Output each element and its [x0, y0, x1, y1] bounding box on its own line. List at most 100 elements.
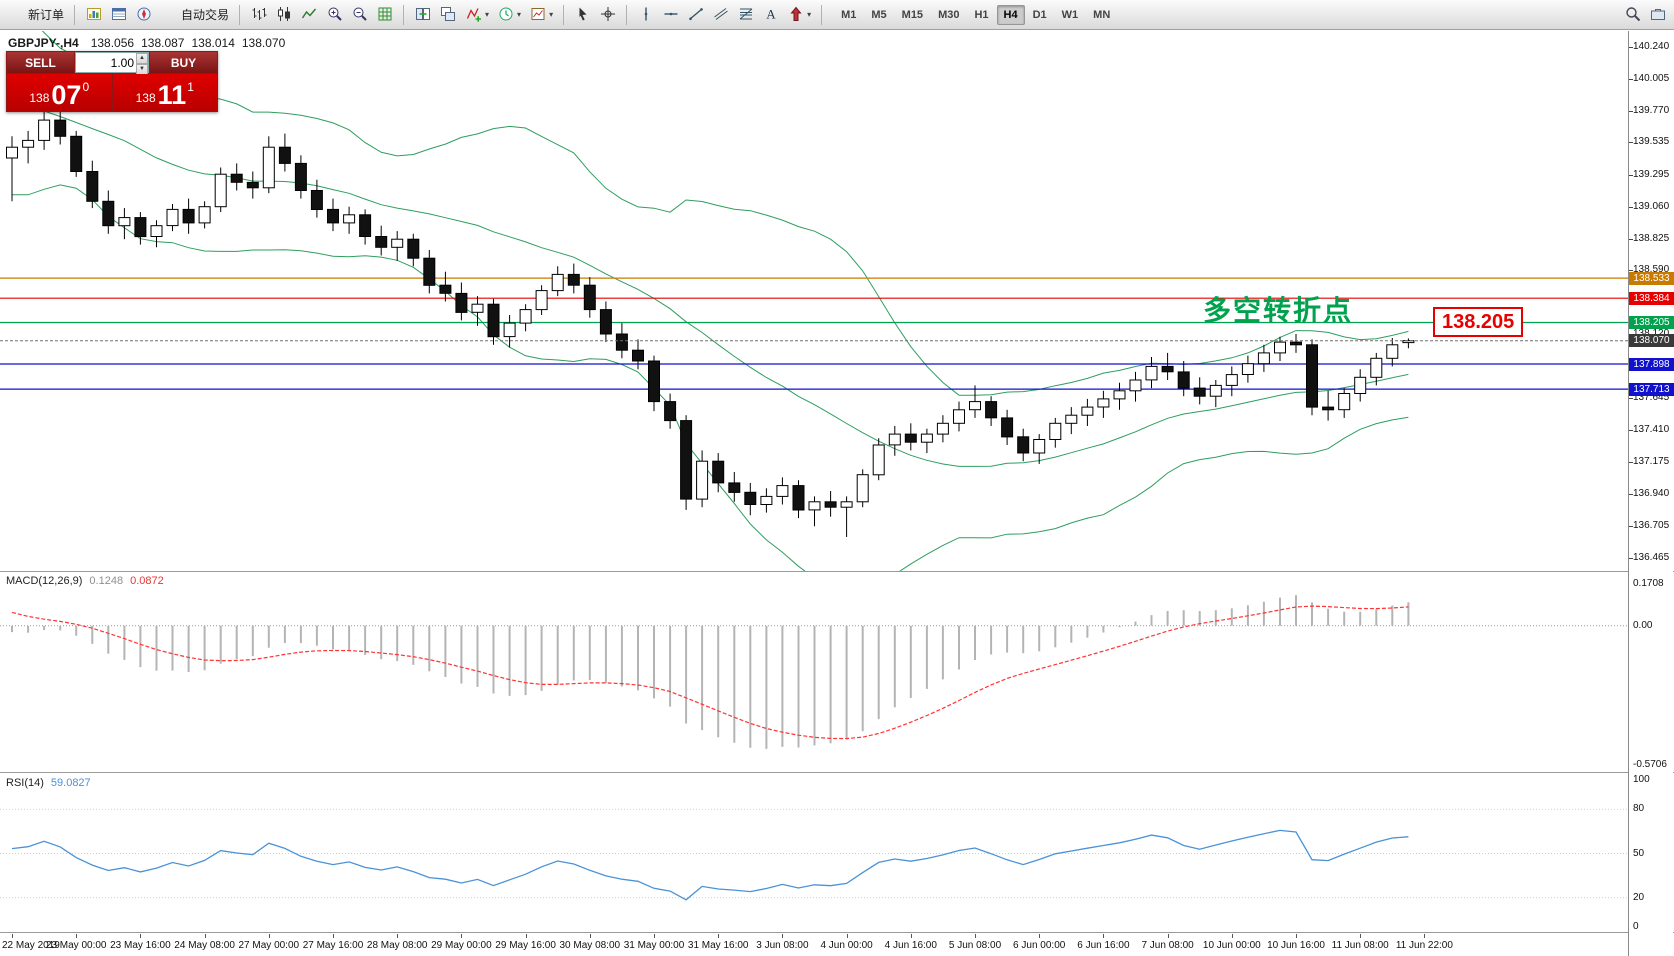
bollinger-bands	[11, 31, 1409, 571]
axis-tick-mark	[1629, 525, 1633, 527]
time-tick-mark	[1360, 934, 1362, 938]
pivot-annotation-text[interactable]: 多空转折点	[1203, 295, 1354, 326]
pivot-price-tag[interactable]: 138.205	[1433, 307, 1524, 337]
sell-price-display[interactable]: 138 07 0	[7, 74, 112, 111]
cascade-windows-button[interactable]	[435, 2, 460, 26]
horizontal-lines	[0, 277, 1628, 390]
indicators-button[interactable]: ▾	[461, 2, 493, 26]
chart-window: 22 May 2019 23 May 00:00 23 May 16:00 24 Ma…	[0, 31, 1674, 956]
dropdown-caret-icon: ▾	[517, 9, 522, 19]
trendline-button[interactable]	[683, 2, 708, 26]
axis-label: 137.175	[1633, 455, 1670, 467]
new-order-label: 新订单	[28, 8, 65, 22]
dropdown-caret-icon: ▾	[807, 9, 812, 19]
time-axis-label: 7 Jun 08:00	[1141, 940, 1194, 951]
grid-icon	[376, 6, 393, 22]
toolbox-button[interactable]	[1645, 2, 1670, 26]
sell-price-big: 07	[51, 80, 82, 110]
one-click-trading-panel: SELL 1.00 ▲ ▼ BUY 138 07 0 138 11 1	[6, 51, 218, 112]
time-tick-mark	[525, 934, 527, 938]
candlestick-button[interactable]	[271, 2, 296, 26]
templates-button[interactable]: ▾	[525, 2, 557, 26]
zoom-out-icon	[351, 6, 368, 22]
zoom-in-button[interactable]	[322, 2, 347, 26]
axis-label: 136.705	[1633, 519, 1670, 531]
line-chart-button[interactable]	[296, 2, 321, 26]
zoom-out-button[interactable]	[347, 2, 372, 26]
cursor-button[interactable]	[570, 2, 595, 26]
toolbar-separator	[74, 4, 76, 25]
time-axis-label: 30 May 08:00	[559, 940, 621, 951]
channel-icon	[712, 6, 729, 22]
spinner-up-icon[interactable]: ▲	[136, 53, 148, 64]
cursor-icon	[574, 6, 591, 22]
text-button[interactable]: A	[758, 2, 783, 26]
axis-label: 139.060	[1633, 200, 1670, 212]
crosshair-button[interactable]	[595, 2, 620, 26]
time-axis-label: 28 May 08:00	[366, 940, 428, 951]
axis-label: 138.590	[1633, 264, 1670, 276]
fibonacci-button[interactable]	[733, 2, 758, 26]
arrows-icon	[787, 6, 804, 22]
indicators-icon	[465, 6, 482, 22]
autotrading-button[interactable]: 自动交易	[157, 3, 233, 27]
axis-tick-mark	[1629, 110, 1633, 112]
rsi-panel[interactable]	[0, 774, 1628, 932]
toolbox-icon	[1649, 6, 1666, 22]
buy-price-display[interactable]: 138 11 1	[112, 74, 217, 111]
timeframe-M30[interactable]: M30	[931, 5, 966, 25]
price-chart[interactable]	[0, 31, 1628, 571]
panel-splitter[interactable]	[0, 571, 1674, 572]
window-icon-group	[410, 2, 460, 27]
navigator-button[interactable]	[131, 2, 156, 26]
volume-field[interactable]: 1.00 ▲ ▼	[75, 52, 149, 75]
vertical-line-button[interactable]	[633, 2, 658, 26]
arrows-button[interactable]: ▾	[783, 2, 815, 26]
time-tick-mark	[975, 934, 976, 938]
timeframe-W1[interactable]: W1	[1055, 5, 1086, 25]
macd-panel[interactable]	[0, 572, 1628, 772]
timeframe-MN[interactable]: MN	[1086, 5, 1117, 25]
periods-button[interactable]: ▾	[493, 2, 525, 26]
time-tick-mark	[1039, 934, 1041, 938]
dropdown-icon-group: ▾ ▾ ▾	[461, 2, 557, 27]
timeframe-H4[interactable]: H4	[996, 4, 1025, 25]
toolbar-separator	[239, 4, 241, 25]
tile-windows-button[interactable]	[410, 2, 435, 26]
timeframe-M15[interactable]: M15	[895, 5, 930, 25]
macd-histogram	[11, 595, 1410, 749]
search-button[interactable]	[1620, 2, 1645, 26]
price-axis[interactable]: 140.240 140.005 139.770 139.535 139.295 139.0…	[1628, 31, 1674, 956]
time-tick-mark	[1103, 934, 1105, 938]
volume-value[interactable]: 1.00	[110, 55, 134, 70]
timeframe-M5[interactable]: M5	[864, 5, 893, 25]
time-axis-label: 27 May 16:00	[302, 940, 364, 951]
time-axis-label: 24 May 08:00	[174, 940, 235, 951]
timeframe-H1[interactable]: H1	[967, 5, 995, 25]
time-tick-mark	[397, 934, 399, 938]
axis-tick-mark	[1629, 206, 1633, 208]
buy-button[interactable]: BUY	[150, 52, 217, 73]
channel-button[interactable]	[708, 2, 733, 26]
axis-tick-mark	[1629, 493, 1633, 495]
volume-spinner[interactable]: ▲ ▼	[136, 53, 148, 75]
tile-windows-icon	[414, 6, 431, 22]
bar-chart-button[interactable]	[246, 2, 271, 26]
data-window-button[interactable]	[106, 2, 131, 26]
timeframe-M1[interactable]: M1	[834, 5, 863, 25]
panel-splitter[interactable]	[0, 772, 1674, 773]
time-axis-label: 31 May 16:00	[687, 940, 749, 951]
axis-tick-mark	[1629, 142, 1633, 144]
cursor-icon-group	[570, 2, 620, 27]
axis-label: 20	[1633, 891, 1645, 903]
timeframe-D1[interactable]: D1	[1026, 5, 1054, 25]
new-order-button[interactable]: 新订单	[4, 3, 68, 27]
time-axis[interactable]: 22 May 2019 23 May 00:00 23 May 16:00 24 Ma…	[0, 933, 1628, 956]
buy-price-big: 11	[157, 80, 187, 110]
grid-button[interactable]	[372, 2, 397, 26]
sell-button[interactable]: SELL	[7, 52, 74, 73]
candlestick-icon	[275, 6, 292, 22]
bar-chart-icon	[250, 6, 267, 22]
market-watch-button[interactable]	[81, 2, 106, 26]
horizontal-line-button[interactable]	[658, 2, 683, 26]
